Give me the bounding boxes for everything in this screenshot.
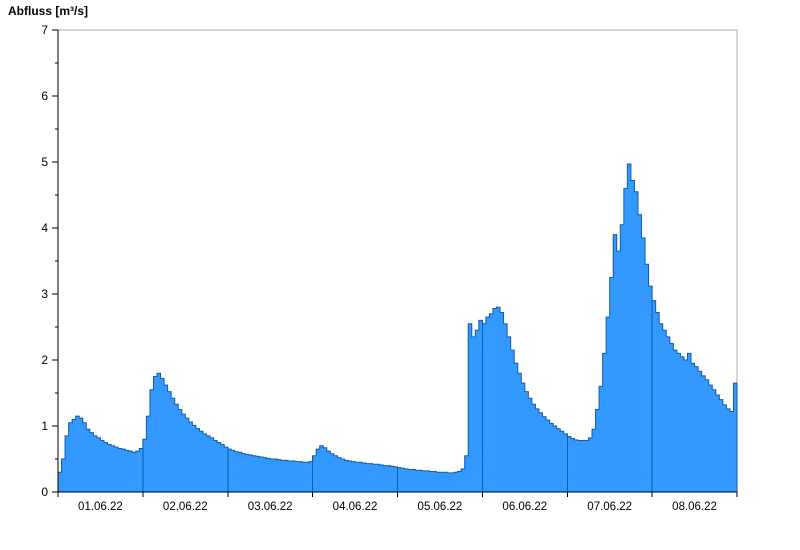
y-axis-tick-label: 6 — [41, 89, 48, 103]
y-axis-tick-label: 4 — [41, 221, 48, 235]
x-axis-date-label: 03.06.22 — [248, 501, 293, 513]
x-axis-date-label: 04.06.22 — [333, 501, 378, 513]
x-axis-date-label: 01.06.22 — [78, 501, 123, 513]
y-axis-tick-label: 1 — [41, 419, 48, 433]
discharge-series-area — [57, 163, 738, 493]
y-axis-tick-label: 3 — [41, 287, 48, 301]
x-axis-date-label: 05.06.22 — [418, 501, 463, 513]
x-axis-date-label: 07.06.22 — [587, 501, 632, 513]
x-axis-date-label: 08.06.22 — [672, 501, 717, 513]
y-axis-tick-label: 0 — [41, 485, 48, 499]
chart-title: Abfluss [m³/s] — [8, 4, 89, 18]
y-axis-tick-label: 7 — [41, 23, 48, 37]
x-axis-date-label: 06.06.22 — [502, 501, 547, 513]
y-axis-tick-label: 2 — [41, 353, 48, 367]
x-axis-date-label: 02.06.22 — [163, 501, 208, 513]
y-axis-tick-label: 5 — [41, 155, 48, 169]
